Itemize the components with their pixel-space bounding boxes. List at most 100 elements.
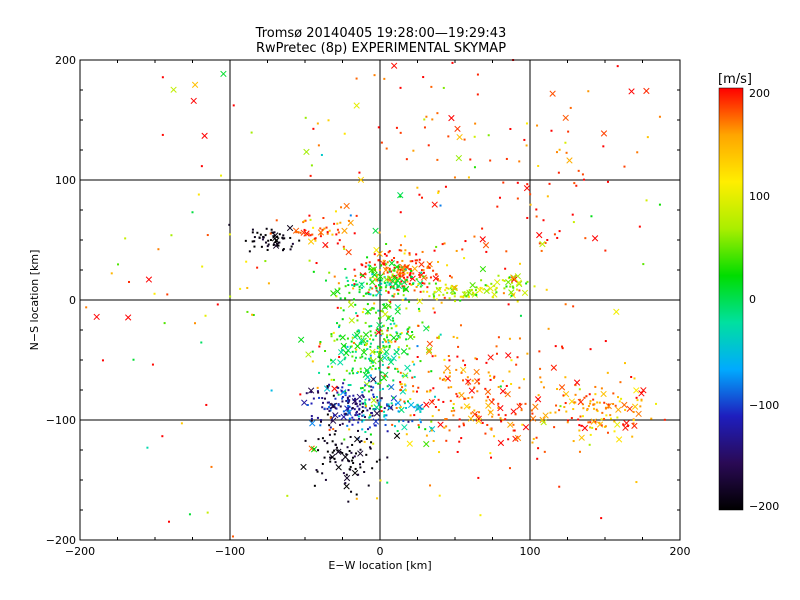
data-point-dot [390,276,393,279]
data-point-x-marker [449,287,457,294]
data-point-dot [406,276,409,279]
data-point-dot [216,303,219,306]
data-point-dot [346,400,349,403]
data-point-dot [376,497,379,500]
data-point-dot [583,396,586,399]
data-point-dot [511,285,514,288]
data-point-dot [362,395,365,398]
data-point-dot [476,73,479,76]
data-point-dot [344,267,347,270]
data-point-dot [380,286,383,289]
data-point-dot [333,275,336,278]
data-point-dot [398,265,401,268]
data-point-dot [516,288,519,291]
data-point-dot [624,362,627,365]
data-point-dot [444,289,447,292]
data-point-dot [201,265,204,268]
data-point-dot [431,355,434,358]
data-point-dot [205,403,208,406]
data-point-dot [372,395,375,398]
data-point-dot [356,370,359,373]
data-point-x-marker [370,397,377,404]
data-point-dot [378,368,381,371]
data-point-dot [385,242,388,245]
data-point-dot [328,271,331,274]
data-point-dot [594,420,597,423]
data-point-dot [369,345,372,348]
data-point-dot [497,406,500,409]
data-point-dot [434,395,437,398]
data-point-dot [397,273,400,276]
data-point-x-marker [532,403,539,410]
data-point-dot [312,397,315,400]
data-point-dot [333,222,336,225]
data-point-dot [256,266,259,269]
data-point-dot [378,329,381,332]
data-point-dot [352,418,355,421]
data-point-dot [489,159,492,162]
data-point-dot [504,267,507,270]
data-point-dot [396,261,399,264]
data-point-dot [382,303,385,306]
data-point-dot [408,253,411,256]
data-point-dot [337,403,340,406]
data-point-dot [318,345,321,348]
data-point-x-marker [505,352,512,359]
data-point-dot [362,402,365,405]
data-point-x-marker [353,102,360,109]
data-point-dot [655,402,658,405]
data-point-dot [589,426,592,429]
data-point-dot [364,398,367,401]
data-point-dot [275,242,278,245]
data-point-x-marker [514,434,522,442]
data-point-dot [640,399,643,402]
data-point-dot [578,424,581,427]
data-point-dot [394,403,397,406]
data-point-dot [633,377,636,380]
data-point-dot [336,391,339,394]
data-point-x-marker [423,401,430,408]
data-point-dot [464,364,467,367]
data-point-dot [364,384,367,387]
data-point-dot [462,424,465,427]
data-point-dot [377,279,380,282]
data-point-dot [390,341,393,344]
data-point-dot [412,390,415,393]
data-point-dot [344,356,347,359]
data-point-dot [408,274,411,277]
data-point-dot [399,131,402,134]
data-point-dot [467,293,470,296]
data-point-dot [422,275,425,278]
data-point-dot [396,332,399,335]
data-point-dot [402,286,405,289]
data-point-dot [591,426,594,429]
data-point-dot [326,386,329,389]
data-point-dot [283,237,286,240]
data-point-dot [388,267,391,270]
data-point-dot [406,353,409,356]
data-point-dot [589,400,592,403]
data-point-dot [244,239,247,242]
data-point-dot [581,415,584,418]
data-point-dot [389,305,392,308]
data-point-dot [351,336,354,339]
data-point-x-marker [423,325,430,332]
data-point-dot [403,273,406,276]
data-point-dot [329,426,332,429]
data-point-dot [401,299,404,302]
data-point-dot [336,386,339,389]
data-point-dot [575,184,578,187]
data-point-dot [369,374,372,377]
data-point-dot [386,334,389,337]
data-point-dot [425,276,428,279]
data-point-dot [323,407,326,410]
data-point-dot [456,395,459,398]
data-point-dot [524,402,527,405]
data-point-dot [374,334,377,337]
data-point-dot [378,352,381,355]
data-point-dot [471,396,474,399]
data-point-dot [366,348,369,351]
data-point-dot [372,393,375,396]
data-point-dot [454,300,457,303]
data-point-dot [507,303,510,306]
